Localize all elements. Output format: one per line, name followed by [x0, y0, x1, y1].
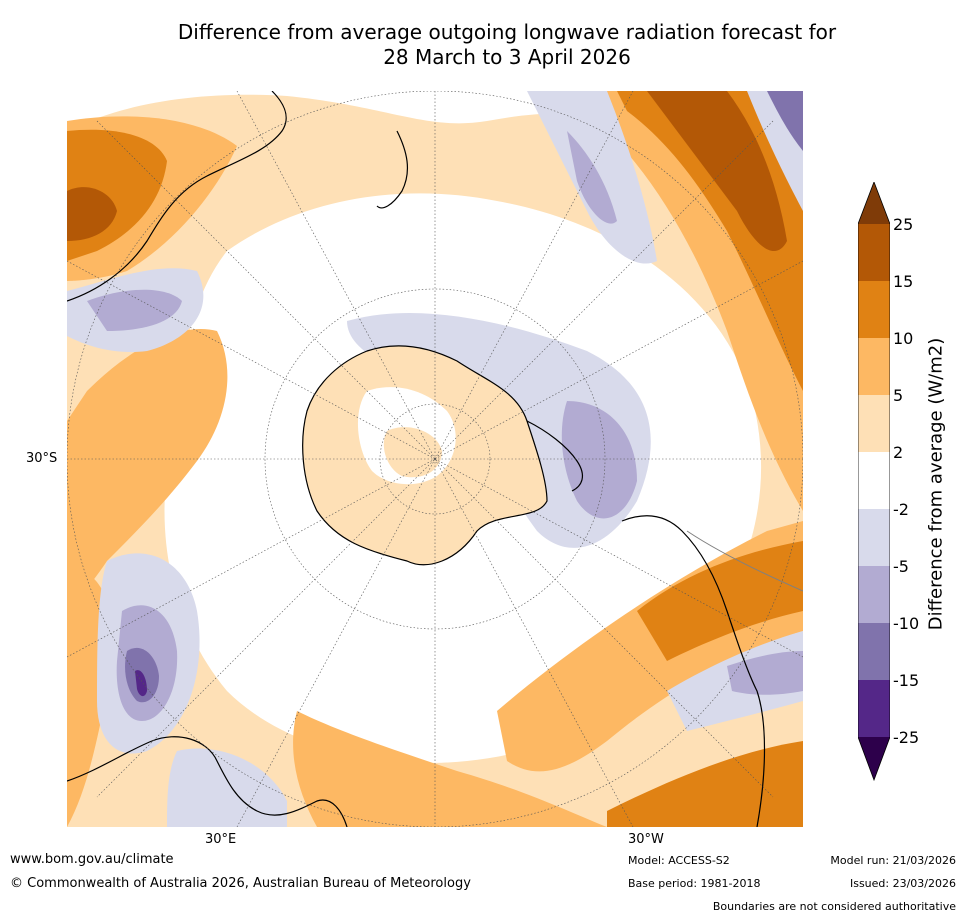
colorbar-band-neg5-neg2 — [858, 509, 890, 566]
copyright: © Commonwealth of Australia 2026, Austra… — [10, 876, 471, 891]
colorbar-tick-neg2: -2 — [893, 500, 909, 519]
graticule-circle-60s — [264, 288, 606, 630]
issued-date: Issued: 23/03/2026 — [849, 877, 956, 890]
website-link[interactable]: www.bom.gov.au/climate — [10, 852, 174, 867]
colorbar-band-neg25-neg15 — [858, 680, 890, 737]
africa-coastline — [67, 736, 348, 827]
south-america-border — [686, 530, 803, 592]
colorbar-tick-neg5: -5 — [893, 557, 909, 576]
colorbar-band-10-15 — [858, 281, 890, 338]
new-zealand-coastline — [376, 130, 408, 209]
antarctic-peninsula — [526, 420, 584, 492]
anomaly-field-pos-5-10-west — [67, 329, 228, 611]
title-line-1: Difference from average outgoing longwav… — [177, 20, 837, 44]
website-link-text[interactable]: www.bom.gov.au/climate — [10, 852, 174, 867]
antarctica-plateau — [383, 427, 442, 478]
colorbar-band-neg2-2 — [858, 452, 890, 509]
anomaly-field-neg-2-5-south — [167, 748, 287, 827]
anomaly-field-pos-5-10-south — [293, 711, 607, 827]
model-info: Model: ACCESS-S2 — [628, 854, 730, 867]
anomaly-field-pos-15-25-east — [647, 91, 787, 251]
colorbar-band-neg10-neg5 — [858, 566, 890, 623]
colorbar-tick-neg25: -25 — [893, 728, 920, 747]
colorbar-svg — [857, 180, 891, 782]
disclaimer: Boundaries are not considered authoritat… — [712, 900, 956, 913]
australia-coastline — [67, 91, 287, 302]
anomaly-field-pos-15-25-northwest — [67, 187, 117, 241]
colorbar-band-5-10 — [858, 338, 890, 395]
colorbar-band-2-5 — [858, 395, 890, 452]
anomaly-field-neg-5-10-west — [87, 289, 182, 331]
colorbar-tick-10: 10 — [893, 329, 914, 348]
colorbar-title: Difference from average (W/m2) — [925, 337, 947, 631]
graticule — [67, 91, 803, 827]
colorbar-band-15-25 — [858, 224, 890, 281]
colorbar-tick-25: 25 — [893, 215, 914, 234]
anomaly-field-neg-5-10-southeast — [727, 651, 803, 695]
colorbar — [857, 180, 891, 782]
latitude-label-30s: 30°S — [26, 451, 58, 466]
title-line-2: 28 March to 3 April 2026 — [383, 45, 631, 69]
map-svg — [67, 91, 803, 827]
model-run: Model run: 21/03/2026 — [830, 854, 956, 867]
anomaly-field-pos-10-15-southeast — [637, 541, 803, 661]
colorbar-tick-15: 15 — [893, 272, 914, 291]
anomaly-field-neg-5-10-north — [567, 131, 617, 224]
colorbar-tick-2: 2 — [893, 443, 904, 462]
colorbar-tick-5: 5 — [893, 386, 904, 405]
colorbar-tick-neg15: -15 — [893, 671, 920, 690]
longitude-label-30e: 30°E — [205, 832, 237, 847]
colorbar-band-neg15-neg10 — [858, 623, 890, 680]
colorbar-tick-neg10: -10 — [893, 614, 920, 633]
olr-anomaly-map — [67, 91, 803, 827]
anomaly-field-neg-15-25-southwest — [135, 670, 147, 697]
anomaly-field-neg-5-10-northeast — [767, 91, 803, 151]
south-america-coastline — [621, 515, 766, 827]
colorbar-under-arrow — [858, 737, 890, 780]
anomaly-field-pos-10-15-south-east-corner — [607, 741, 803, 827]
chart-title: Difference from average outgoing longwav… — [0, 20, 965, 70]
anomaly-field-neg-5-10-central — [561, 401, 637, 519]
colorbar-over-arrow — [858, 182, 890, 224]
base-period: Base period: 1981-2018 — [628, 877, 761, 890]
longitude-label-30w: 30°W — [628, 832, 664, 847]
